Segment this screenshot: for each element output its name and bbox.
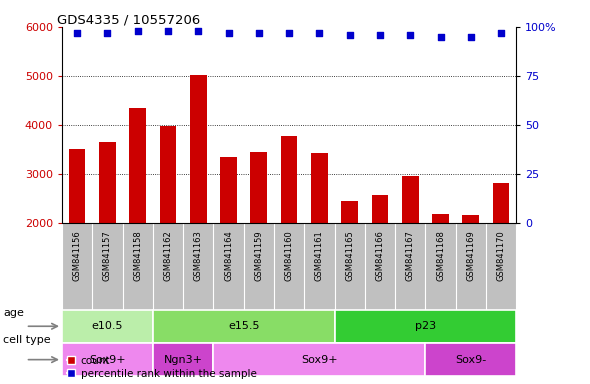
Text: e15.5: e15.5 <box>228 321 260 331</box>
Text: e10.5: e10.5 <box>91 321 123 331</box>
Bar <box>425 343 516 376</box>
Bar <box>160 126 176 321</box>
Point <box>163 28 173 34</box>
Text: GSM841158: GSM841158 <box>133 230 142 281</box>
Point <box>254 30 264 36</box>
Text: GSM841166: GSM841166 <box>375 230 385 281</box>
Bar <box>62 310 153 343</box>
Text: cell type: cell type <box>3 335 51 345</box>
Text: GSM841164: GSM841164 <box>224 230 233 281</box>
Text: GSM841159: GSM841159 <box>254 230 263 281</box>
Point <box>496 30 506 36</box>
Bar <box>493 183 509 321</box>
Point <box>345 31 355 38</box>
Bar <box>372 195 388 321</box>
Text: GSM841168: GSM841168 <box>436 230 445 281</box>
Bar <box>463 215 479 321</box>
Text: Sox9+: Sox9+ <box>301 355 337 365</box>
Point <box>375 31 385 38</box>
Point <box>405 31 415 38</box>
Text: GSM841169: GSM841169 <box>466 230 476 281</box>
Text: GSM841161: GSM841161 <box>315 230 324 281</box>
Text: Sox9-: Sox9- <box>455 355 486 365</box>
Bar <box>153 310 335 343</box>
Text: age: age <box>3 308 24 318</box>
Bar <box>62 343 153 376</box>
Bar <box>153 343 214 376</box>
Legend: count, percentile rank within the sample: count, percentile rank within the sample <box>67 356 257 379</box>
Point <box>133 28 142 34</box>
Bar <box>69 149 86 321</box>
Bar <box>190 76 206 321</box>
Point <box>284 30 294 36</box>
Bar <box>281 136 297 321</box>
Point <box>466 34 476 40</box>
Text: GSM841165: GSM841165 <box>345 230 354 281</box>
Bar <box>402 176 418 321</box>
Bar <box>335 310 516 343</box>
Text: Sox9+: Sox9+ <box>89 355 126 365</box>
Bar <box>220 157 237 321</box>
Bar <box>432 214 449 321</box>
Text: GSM841167: GSM841167 <box>406 230 415 281</box>
Point <box>194 28 203 34</box>
Text: GDS4335 / 10557206: GDS4335 / 10557206 <box>57 14 201 27</box>
Text: GSM841156: GSM841156 <box>73 230 81 281</box>
Bar <box>251 152 267 321</box>
Text: p23: p23 <box>415 321 436 331</box>
Text: GSM841163: GSM841163 <box>194 230 203 281</box>
Bar <box>214 343 425 376</box>
Text: GSM841160: GSM841160 <box>284 230 294 281</box>
Point <box>436 34 445 40</box>
Point <box>73 30 82 36</box>
Bar <box>311 153 327 321</box>
Text: Ngn3+: Ngn3+ <box>163 355 202 365</box>
Text: GSM841157: GSM841157 <box>103 230 112 281</box>
Bar <box>342 201 358 321</box>
Text: GSM841170: GSM841170 <box>497 230 506 281</box>
Bar <box>99 142 116 321</box>
Point <box>224 30 233 36</box>
Point <box>103 30 112 36</box>
Point <box>314 30 324 36</box>
Text: GSM841162: GSM841162 <box>163 230 172 281</box>
Bar <box>129 108 146 321</box>
